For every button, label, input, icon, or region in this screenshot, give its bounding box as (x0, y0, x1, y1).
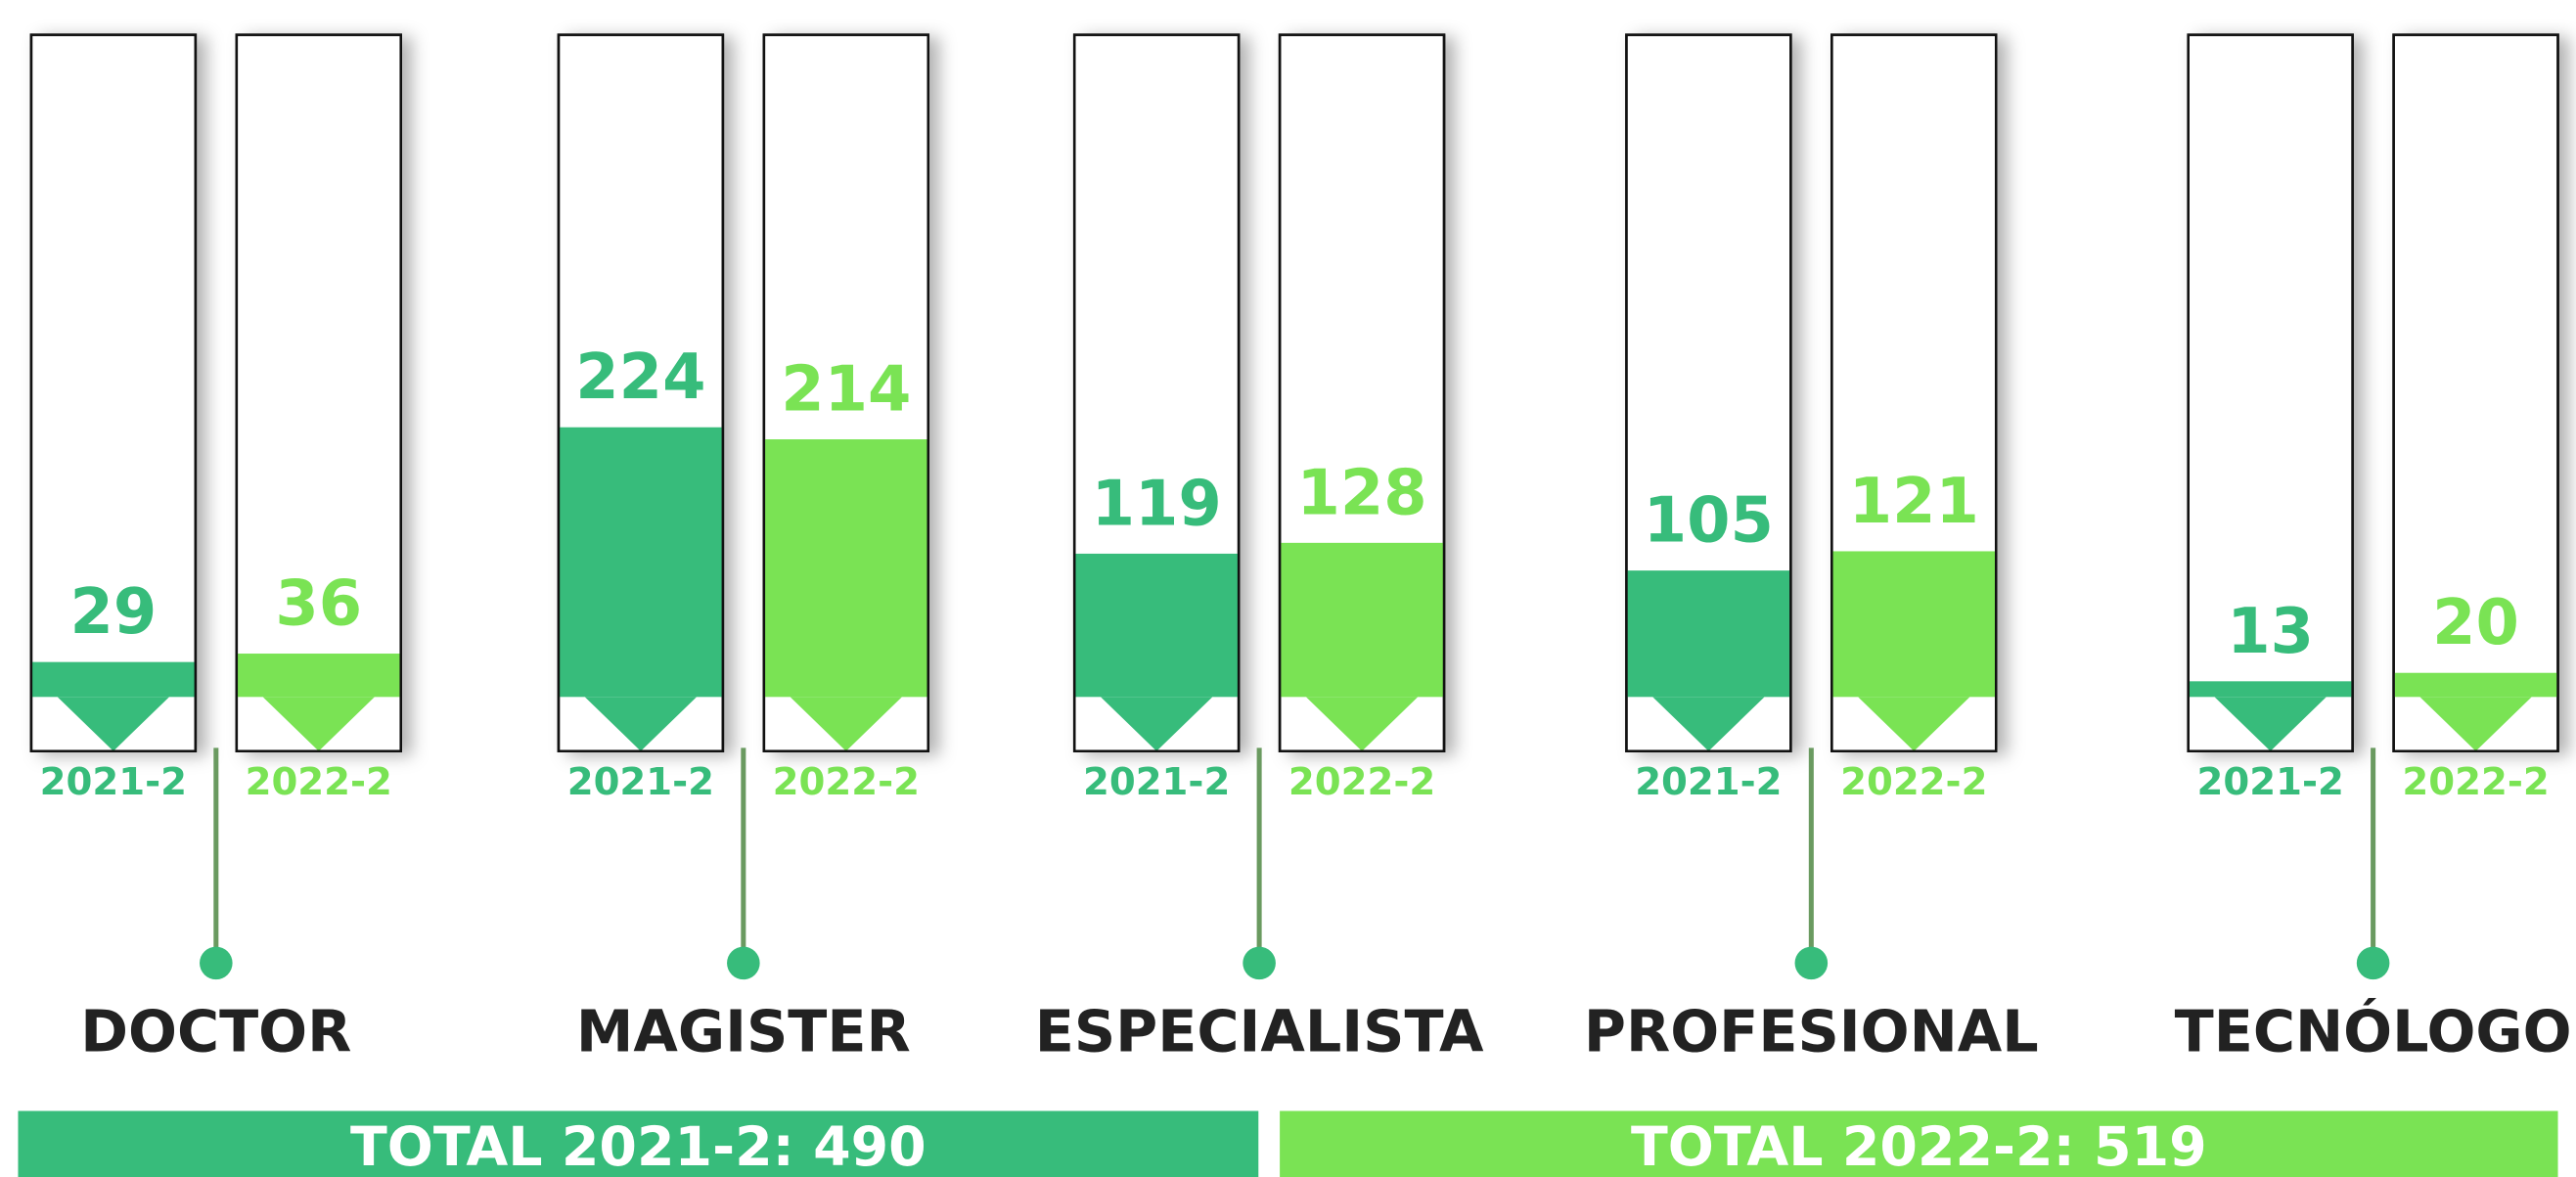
connector-dot (1794, 946, 1829, 980)
bar (2188, 681, 2353, 698)
value-label: 20 (2432, 587, 2519, 659)
connector-dot (1243, 946, 1276, 980)
value-label: 36 (275, 568, 362, 641)
series-label: 2022-2 (246, 760, 392, 804)
bar (558, 427, 723, 698)
bar-outline (557, 33, 725, 753)
series-label: 2021-2 (40, 760, 187, 804)
bar-arrow (1101, 697, 1213, 751)
connector-dot (2356, 946, 2390, 980)
bar-outline (29, 33, 198, 753)
bar-outline (2392, 33, 2559, 753)
bar-arrow (1858, 697, 1970, 751)
total-label: TOTAL 2022-2: 519 (1631, 1116, 2207, 1177)
series-label: 2021-2 (1635, 760, 1782, 804)
value-label: 105 (1644, 485, 1774, 558)
bar-outline (1830, 33, 1998, 753)
value-label: 128 (1296, 457, 1426, 529)
bar-arrow (790, 697, 902, 751)
total-bar (1280, 1110, 2558, 1177)
series-label: 2022-2 (2402, 760, 2549, 804)
bar-outline (1072, 33, 1241, 753)
category-label: TECNÓLOGO (2175, 997, 2572, 1064)
value-label: 224 (575, 341, 705, 414)
value-label: 119 (1092, 468, 1222, 540)
connector-dot (727, 946, 760, 980)
bar (1280, 542, 1445, 698)
series-label: 2022-2 (1840, 760, 1987, 804)
bar-outline (1625, 33, 1792, 753)
bar-arrow (57, 697, 169, 751)
bar-outline (2187, 33, 2354, 753)
series-label: 2021-2 (1083, 760, 1230, 804)
bar-arrow (1305, 697, 1419, 751)
category-label: ESPECIALISTA (1035, 997, 1484, 1064)
bar-frame (235, 33, 402, 753)
bar (1831, 551, 1997, 698)
value-label: 121 (1849, 466, 1979, 538)
series-label: 2021-2 (567, 760, 714, 804)
bar-frame (2392, 33, 2559, 753)
bar (1074, 553, 1240, 698)
total-bar (18, 1110, 1259, 1177)
category-label: PROFESIONAL (1584, 997, 2039, 1064)
bar-arrow (584, 697, 697, 751)
bar (2393, 672, 2558, 698)
value-label: 214 (781, 354, 911, 427)
series-label: 2022-2 (773, 760, 920, 804)
series-label: 2022-2 (1288, 760, 1435, 804)
bar-arrow (262, 697, 375, 751)
total-label: TOTAL 2021-2: 490 (350, 1116, 926, 1177)
bar (763, 439, 928, 698)
value-label: 29 (69, 576, 157, 649)
value-label: 13 (2227, 596, 2314, 668)
bar-arrow (2214, 697, 2327, 751)
bar-outline (1278, 33, 1446, 753)
bar-outline (235, 33, 402, 753)
category-label: DOCTOR (80, 997, 351, 1064)
bar-arrow (2419, 697, 2532, 751)
connector-dot (200, 946, 233, 980)
series-label: 2021-2 (2196, 760, 2343, 804)
bar (236, 654, 401, 698)
bar (1626, 570, 1791, 698)
bar (30, 661, 196, 698)
bar-frame (29, 33, 198, 753)
bar-outline (762, 33, 930, 753)
category-label: MAGISTER (576, 997, 911, 1064)
bar-arrow (1652, 697, 1765, 751)
